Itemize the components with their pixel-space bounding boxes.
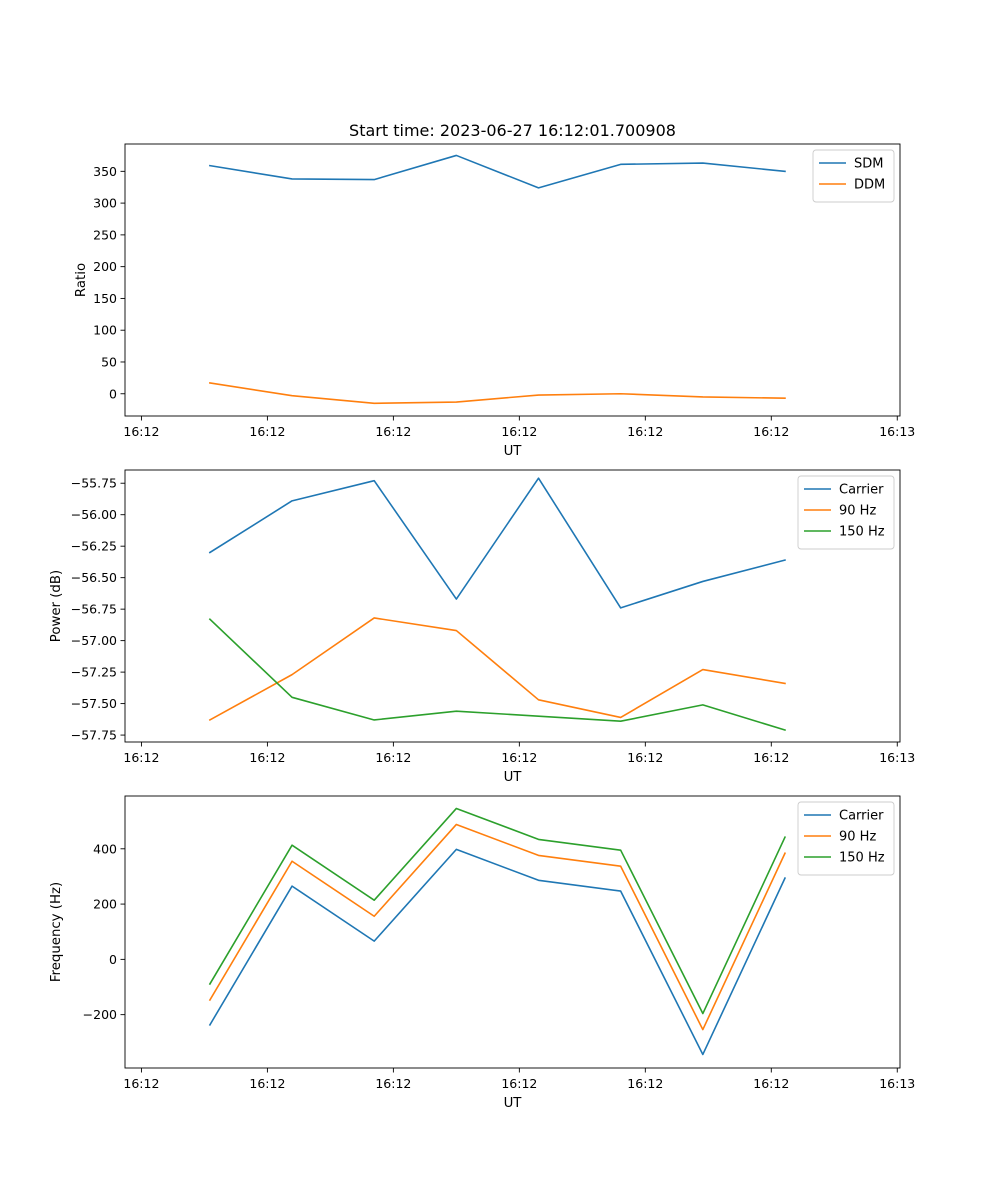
y-tick-label: 100 xyxy=(93,323,117,338)
y-tick-label: −55.75 xyxy=(71,476,117,491)
legend: Carrier 90 Hz 150 Hz xyxy=(797,801,895,876)
x-tick-label: 16:12 xyxy=(501,424,537,439)
x-tick-label: 16:12 xyxy=(753,424,789,439)
y-axis-label: Frequency (Hz) xyxy=(49,882,64,982)
y-tick-label: 150 xyxy=(93,291,117,306)
series-line-90-hz xyxy=(208,617,786,722)
y-tick-label: 50 xyxy=(101,354,117,369)
axes-frame xyxy=(124,469,901,743)
legend-label: 90 Hz xyxy=(839,830,876,845)
series-line-carrier xyxy=(208,477,786,609)
x-tick-label: 16:12 xyxy=(249,750,285,765)
series-line-150-hz xyxy=(208,807,787,1015)
y-tick-label: −56.75 xyxy=(71,602,117,617)
legend: SDM DDM xyxy=(812,149,895,203)
legend-label: SDM xyxy=(854,157,883,172)
x-tick-label: 16:12 xyxy=(123,750,159,765)
x-axis-label: UT xyxy=(504,770,523,785)
y-axis-label: Power (dB) xyxy=(49,570,64,642)
x-tick-label: 16:13 xyxy=(879,750,915,765)
y-tick-label: −56.00 xyxy=(71,507,117,522)
y-tick-label: 400 xyxy=(93,841,117,856)
x-tick-label: 16:12 xyxy=(627,750,663,765)
chart-panel-3: 16:12 16:12 16:12 16:12 16:12 16:12 16:13 −200 0… xyxy=(49,795,915,1111)
x-tick-label: 16:12 xyxy=(753,750,789,765)
x-tick-label: 16:12 xyxy=(249,1076,285,1091)
legend-label: 150 Hz xyxy=(839,525,885,540)
x-axis-label: UT xyxy=(504,1096,523,1111)
chart-panel-1: Start time: 2023-06-27 16:12:01.700908 16… xyxy=(74,121,915,459)
x-tick-label: 16:12 xyxy=(627,1076,663,1091)
x-tick-label: 16:12 xyxy=(375,424,411,439)
y-tick-label: 250 xyxy=(93,227,117,242)
x-axis-label: UT xyxy=(504,444,523,459)
y-tick-label: 0 xyxy=(109,952,117,967)
series-line-carrier xyxy=(208,848,787,1056)
series-line-sdm xyxy=(208,154,786,189)
legend-label: DDM xyxy=(854,178,885,193)
y-tick-label: 0 xyxy=(109,386,117,401)
y-tick-label: −57.50 xyxy=(71,696,117,711)
x-tick-label: 16:12 xyxy=(627,424,663,439)
y-tick-label: −56.25 xyxy=(71,539,117,554)
x-tick-label: 16:12 xyxy=(123,424,159,439)
x-tick-label: 16:12 xyxy=(753,1076,789,1091)
legend-label: 90 Hz xyxy=(839,504,876,519)
y-tick-label: −57.25 xyxy=(71,665,117,680)
y-tick-label: 300 xyxy=(93,196,117,211)
y-tick-label: 200 xyxy=(93,897,117,912)
series-line-90-hz xyxy=(208,823,787,1031)
x-tick-label: 16:12 xyxy=(249,424,285,439)
x-tick-label: 16:12 xyxy=(375,1076,411,1091)
series-line-150-hz xyxy=(208,618,786,732)
legend: Carrier 90 Hz 150 Hz xyxy=(797,475,895,550)
x-tick-label: 16:12 xyxy=(123,1076,159,1091)
legend-label: Carrier xyxy=(839,809,884,824)
chart-title: Start time: 2023-06-27 16:12:01.700908 xyxy=(349,121,676,140)
legend-label: Carrier xyxy=(839,483,884,498)
x-tick-label: 16:13 xyxy=(879,1076,915,1091)
x-tick-label: 16:12 xyxy=(501,750,537,765)
legend-label: 150 Hz xyxy=(839,851,885,866)
chart-panel-2: 16:12 16:12 16:12 16:12 16:12 16:12 16:13 −57.7… xyxy=(49,469,915,785)
x-tick-label: 16:13 xyxy=(879,424,915,439)
y-tick-label: 350 xyxy=(93,164,117,179)
y-tick-label: −57.75 xyxy=(71,728,117,743)
x-tick-label: 16:12 xyxy=(501,1076,537,1091)
axes-frame xyxy=(124,795,901,1069)
y-tick-label: −200 xyxy=(83,1007,117,1022)
y-axis-label: Ratio xyxy=(74,263,89,297)
y-tick-label: −56.50 xyxy=(71,570,117,585)
y-tick-label: 200 xyxy=(93,259,117,274)
series-line-ddm xyxy=(208,382,786,405)
x-tick-label: 16:12 xyxy=(375,750,411,765)
axes-frame xyxy=(124,143,901,417)
y-tick-label: −57.00 xyxy=(71,633,117,648)
